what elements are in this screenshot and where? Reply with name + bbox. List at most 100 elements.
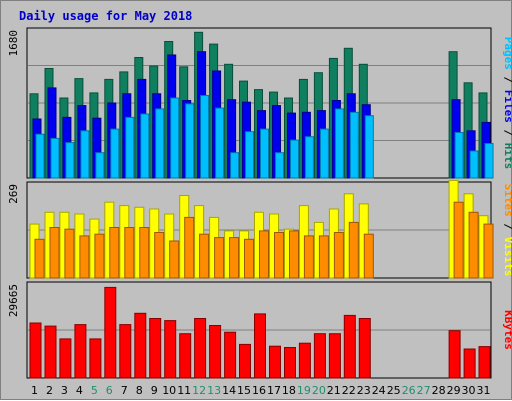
bar-kbytes-day-12 (194, 318, 207, 379)
bar-sites-day-29 (453, 201, 464, 279)
y-max-label: 269 (7, 184, 20, 204)
x-tick-label-day-14: 14 (222, 384, 236, 397)
bar-kbytes-day-19 (298, 342, 311, 379)
x-tick-label-day-30: 30 (462, 384, 476, 397)
bar-pages-day-2 (50, 137, 60, 179)
x-tick-label-day-21: 21 (327, 384, 341, 397)
bar-kbytes-day-9 (149, 318, 162, 379)
bar-sites-day-23 (363, 233, 374, 279)
bar-kbytes-day-31 (478, 346, 491, 379)
x-tick-label-day-1: 1 (31, 384, 38, 397)
bar-kbytes-day-20 (313, 333, 326, 379)
bar-sites-day-31 (483, 223, 494, 279)
bar-pages-day-31 (484, 143, 494, 179)
bar-kbytes-day-7 (119, 324, 132, 379)
bar-kbytes-day-17 (269, 345, 281, 379)
x-tick-label-day-17: 17 (267, 384, 281, 397)
x-tick-label-day-20: 20 (312, 384, 326, 397)
panel-legend: Pages / Files / Hits (502, 37, 512, 170)
legend-visits: Visits (502, 237, 512, 277)
bar-sites-day-15 (244, 238, 254, 279)
x-tick-label-day-23: 23 (357, 384, 371, 397)
bar-pages-day-18 (290, 139, 299, 179)
bar-pages-day-19 (304, 136, 314, 179)
bar-pages-day-5 (95, 152, 105, 179)
bar-sites-day-9 (154, 232, 165, 279)
bar-kbytes-day-23 (358, 318, 371, 379)
legend-kbytes: KBytes (502, 310, 512, 350)
legend-pages: Pages (502, 37, 512, 70)
bar-sites-day-14 (229, 237, 240, 279)
x-tick-label-day-4: 4 (76, 384, 83, 397)
bar-pages-day-22 (349, 111, 359, 179)
x-tick-label-day-15: 15 (237, 384, 251, 397)
bar-sites-day-19 (303, 235, 314, 279)
bar-pages-day-4 (80, 130, 90, 179)
bar-kbytes-day-4 (74, 324, 87, 379)
bar-kbytes-day-13 (209, 325, 222, 379)
bar-pages-day-12 (200, 95, 210, 179)
bar-pages-day-17 (275, 152, 284, 179)
bar-kbytes-day-30 (463, 348, 476, 379)
bar-sites-day-22 (348, 221, 359, 279)
bar-sites-day-1 (34, 238, 45, 279)
bar-sites-day-2 (49, 227, 60, 279)
x-tick-label-day-5: 5 (91, 384, 98, 397)
bar-sites-day-12 (199, 233, 210, 279)
bar-sites-day-16 (259, 230, 269, 279)
legend-files: Files (502, 90, 512, 123)
panel-middle: 269 Sites / Visits (7, 179, 512, 279)
x-tick-label-day-7: 7 (121, 384, 128, 397)
x-tick-label-day-22: 22 (342, 384, 356, 397)
bar-kbytes-day-11 (179, 333, 192, 379)
bar-sites-day-6 (109, 227, 120, 279)
bar-kbytes-day-1 (29, 322, 42, 379)
x-tick-label-day-8: 8 (136, 384, 143, 397)
x-tick-label-day-25: 25 (387, 384, 401, 397)
bar-pages-day-3 (65, 142, 75, 179)
x-tick-label-day-28: 28 (432, 384, 446, 397)
bar-kbytes-day-22 (343, 314, 356, 379)
x-tick-label-day-24: 24 (372, 384, 386, 397)
bar-pages-day-20 (319, 128, 329, 179)
bar-pages-day-11 (185, 103, 195, 179)
bar-sites-day-7 (124, 227, 135, 279)
panel-bottom: 29665 KBytes (7, 281, 512, 379)
x-tick-label-day-19: 19 (297, 384, 311, 397)
bar-kbytes-day-16 (254, 313, 266, 379)
bar-kbytes-day-18 (284, 347, 296, 379)
x-tick-label-day-16: 16 (252, 384, 266, 397)
panel-top: 1680 Pages / Files / Hits (7, 27, 512, 179)
bar-sites-day-4 (79, 235, 90, 279)
bar-kbytes-day-2 (44, 325, 57, 379)
legend-hits: Hits (502, 143, 512, 170)
bar-sites-day-3 (64, 228, 75, 279)
bar-sites-day-10 (169, 240, 180, 279)
bar-pages-day-7 (125, 116, 135, 179)
bar-pages-day-10 (170, 97, 180, 179)
x-tick-label-day-13: 13 (207, 384, 221, 397)
panel-legend: KBytes (502, 310, 512, 350)
panel-legend: Sites / Visits (502, 184, 512, 277)
bar-pages-day-29 (454, 132, 464, 179)
bar-kbytes-day-15 (239, 343, 251, 379)
bar-sites-day-21 (333, 232, 344, 279)
bar-kbytes-day-6 (104, 286, 117, 379)
bar-kbytes-day-8 (134, 312, 147, 379)
x-tick-label-day-27: 27 (417, 384, 431, 397)
bar-sites-day-20 (318, 235, 329, 279)
x-tick-label-day-11: 11 (177, 384, 191, 397)
bar-pages-day-9 (155, 108, 165, 179)
x-tick-label-day-12: 12 (192, 384, 206, 397)
bar-kbytes-day-3 (59, 338, 72, 379)
y-max-label: 29665 (7, 284, 20, 317)
bar-sites-day-11 (184, 216, 195, 279)
bar-kbytes-day-21 (328, 333, 341, 379)
bar-pages-day-15 (245, 131, 254, 179)
x-tick-label-day-31: 31 (477, 384, 491, 397)
chart-title: Daily usage for May 2018 (19, 9, 192, 23)
bar-sites-day-13 (214, 237, 225, 279)
x-tick-label-day-6: 6 (106, 384, 113, 397)
y-max-label: 1680 (7, 30, 20, 57)
